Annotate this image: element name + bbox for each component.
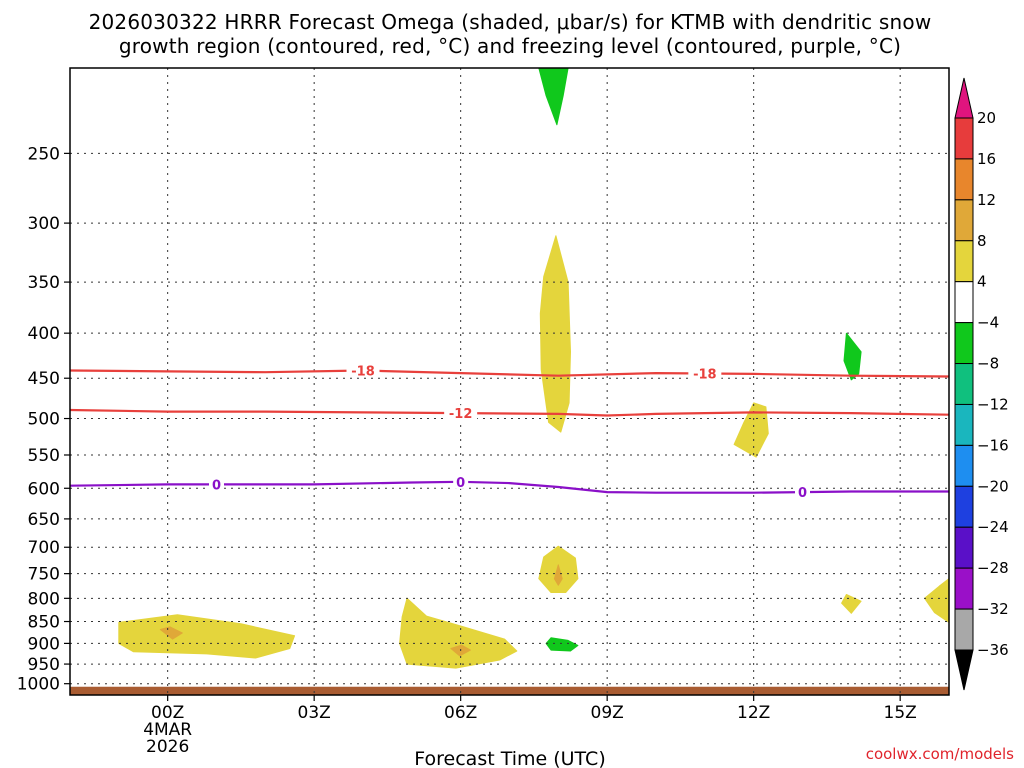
contour-label-freezing-level: 0 — [212, 478, 221, 493]
x-tick-label: 2026 — [146, 737, 189, 757]
contour-label-bg — [795, 484, 810, 500]
colorbar-bin — [954, 608, 974, 651]
chart-title: 2026030322 HRRR Forecast Omega (shaded, … — [89, 10, 932, 58]
colorbar-tick-label: 8 — [977, 232, 987, 250]
y-tick-label: 250 — [28, 144, 60, 164]
credit-text: coolwx.com/models — [866, 745, 1014, 763]
contour-label-dgz-minus12: -12 — [449, 407, 473, 422]
omega-region-yellow-right-small — [841, 594, 862, 614]
colorbar-bin — [954, 444, 974, 487]
x-tick-label: 12Z — [737, 703, 770, 723]
omega-region-yellow-right-mid — [733, 402, 769, 458]
x-tick-label: 06Z — [444, 703, 477, 723]
grid-lines — [70, 68, 949, 695]
colorbar-tick-label: 12 — [977, 191, 996, 209]
contour-label-bg — [346, 362, 380, 378]
y-tick-label: 1000 — [17, 675, 60, 695]
contour-label-bg — [209, 476, 224, 492]
contour-dgz-minus12 — [69, 408, 950, 417]
colorbar-tick-label: −32 — [977, 600, 1009, 618]
contour-label-dgz-minus18: -18 — [351, 364, 375, 379]
colorbar-tick-label: −20 — [977, 477, 1009, 495]
y-tick-label: 700 — [28, 538, 60, 558]
y-tick-label: 750 — [28, 565, 60, 585]
contour-dgz-minus18 — [69, 369, 950, 378]
omega-region-yellow-right-edge — [924, 578, 950, 623]
colorbar-bin — [954, 117, 974, 160]
colorbar-tick-label: −36 — [977, 641, 1009, 659]
omega-region-green-top — [538, 67, 569, 126]
x-tick-label: 4MAR — [143, 720, 192, 740]
title-line-1: 2026030322 HRRR Forecast Omega (shaded, … — [89, 10, 932, 34]
colorbar-tick-label: −24 — [977, 518, 1009, 536]
omega-region-yellow-left-blob — [118, 614, 296, 659]
contour-label-bg — [444, 405, 478, 421]
y-tick-label: 350 — [28, 273, 60, 293]
y-tick-label: 900 — [28, 634, 60, 654]
contour-label-freezing-level: 0 — [456, 476, 465, 491]
x-tick-label: 03Z — [298, 703, 331, 723]
y-tick-label: 550 — [28, 446, 60, 466]
colorbar-bin — [954, 281, 974, 324]
y-tick-label: 600 — [28, 479, 60, 499]
contour-label-bg — [453, 473, 469, 489]
title-line-2: growth region (contoured, red, °C) and f… — [119, 34, 901, 58]
colorbar-tick-label: 4 — [977, 273, 987, 291]
y-tick-label: 800 — [28, 589, 60, 609]
y-tick-label: 850 — [28, 613, 60, 633]
colorbar-tick-label: −12 — [977, 395, 1009, 413]
terrain-band — [70, 686, 949, 695]
omega-region-yellow-mid-column — [539, 235, 571, 433]
contour-label-dgz-minus18: -18 — [693, 368, 717, 383]
omega-region-green-low-mid — [545, 637, 579, 652]
y-tick-label: 450 — [28, 369, 60, 389]
colorbar-bin — [954, 526, 974, 569]
colorbar-bin — [954, 403, 974, 446]
y-tick-label: 300 — [28, 214, 60, 234]
colorbar-tick-label: −16 — [977, 436, 1009, 454]
colorbar-tick-label: −28 — [977, 559, 1009, 577]
colorbar-bin — [954, 199, 974, 242]
colorbar-bin — [954, 158, 974, 201]
colorbar-over-arrow — [954, 77, 974, 119]
plot-frame — [69, 67, 950, 696]
y-tick-label: 500 — [28, 410, 60, 430]
omega-region-orange-left — [159, 626, 183, 640]
omega-region-green-right-upper — [843, 332, 862, 381]
colorbar-bin — [954, 567, 974, 610]
x-tick-label: 15Z — [884, 703, 917, 723]
colorbar: 20 16 12 8 4 −4 −8 −12 −16 −20 −24 −28 −32 −36 — [954, 77, 1009, 691]
x-tick-label: 09Z — [591, 703, 624, 723]
terrain-fill — [70, 686, 949, 695]
colorbar-tick-label: −4 — [977, 314, 999, 332]
contour-lines — [69, 369, 950, 494]
colorbar-tick-label: 16 — [977, 150, 996, 168]
colorbar-bin — [954, 485, 974, 528]
x-tick-label: 00Z — [151, 703, 184, 723]
y-axis-ticks: 2503003504004505005506006507007508008509… — [17, 144, 70, 695]
contour-label-freezing-level: 0 — [798, 486, 807, 501]
contour-labels: -18 -18 -12 0 0 0 — [209, 362, 810, 501]
omega-region-yellow-center-blob — [399, 597, 518, 669]
omega-shaded-regions — [118, 67, 950, 669]
y-tick-label: 950 — [28, 655, 60, 675]
contour-freezing-level — [69, 480, 949, 494]
y-tick-label: 650 — [28, 510, 60, 530]
colorbar-tick-label: −8 — [977, 355, 999, 373]
y-tick-label: 400 — [28, 324, 60, 344]
colorbar-tick-label: 20 — [977, 109, 996, 127]
colorbar-bin — [954, 363, 974, 405]
colorbar-bin — [954, 322, 974, 365]
x-axis-label: Forecast Time (UTC) — [414, 748, 605, 768]
colorbar-under-arrow — [954, 649, 974, 691]
contour-label-bg — [688, 365, 722, 381]
colorbar-bin — [954, 240, 974, 283]
